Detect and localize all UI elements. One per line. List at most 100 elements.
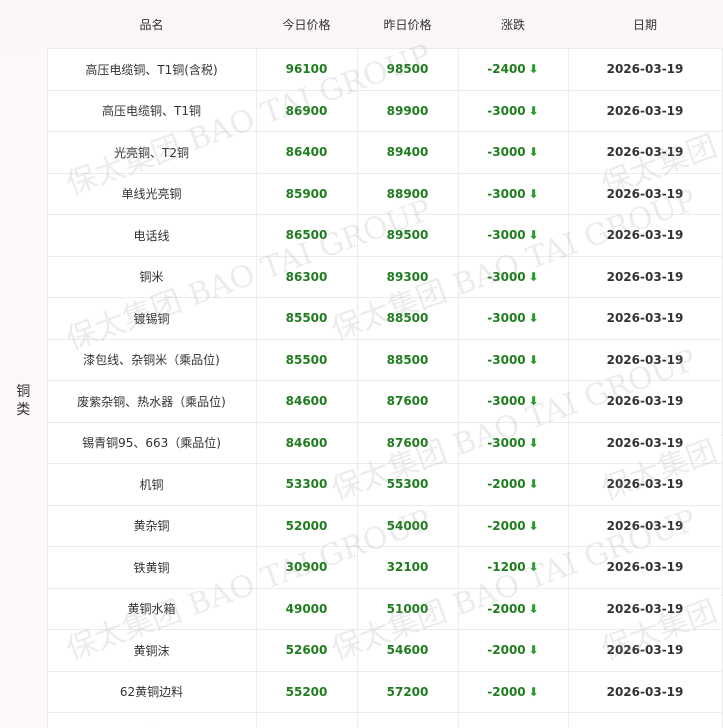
header-yesterday: 昨日价格 <box>357 0 458 49</box>
product-name: 光亮铜、T2铜 <box>46 131 257 174</box>
price-change: -2000 ⬇ <box>457 587 569 630</box>
price-change: -1200 ⬇ <box>457 546 569 589</box>
today-price: 86900 <box>255 89 358 132</box>
change-value: -2000 <box>487 601 526 616</box>
arrow-down-icon: ⬇ <box>528 684 539 699</box>
today-price: 85500 <box>255 338 358 381</box>
arrow-down-icon: ⬇ <box>528 186 539 201</box>
today-price: 52600 <box>255 629 358 672</box>
price-date: 2026-03-19 <box>567 504 723 547</box>
today-price: 90100 <box>255 712 358 728</box>
yesterday-price: 54000 <box>356 504 459 547</box>
table-row: 62黄铜边料 55200 57200 -2000 ⬇ 2026-03-19 <box>0 670 723 713</box>
change-value: -2000 <box>487 518 526 533</box>
change-value: -1200 <box>487 560 526 575</box>
yesterday-price: 32100 <box>356 546 459 589</box>
product-name: 漆包线、杂铜米（乘品位) <box>46 338 257 381</box>
header-change: 涨跌 <box>458 0 568 49</box>
change-value: -3000 <box>487 726 525 728</box>
price-date: 2026-03-19 <box>567 172 723 215</box>
price-date: 2026-03-19 <box>567 629 723 672</box>
arrow-down-icon: ⬇ <box>528 394 539 409</box>
table-row: 黄铜水箱 49000 51000 -2000 ⬇ 2026-03-19 <box>0 587 723 630</box>
today-price: 85500 <box>255 297 358 340</box>
header-date: 日期 <box>568 0 722 49</box>
table-row: 电话线 86500 89500 -3000 ⬇ 2026-03-19 <box>0 214 723 257</box>
arrow-down-icon: ⬇ <box>528 228 539 243</box>
price-date: 2026-03-19 <box>567 421 723 464</box>
price-date: 2026-03-19 <box>567 89 723 132</box>
change-value: -3000 <box>487 311 526 326</box>
table-row: 黄铜沫 52600 54600 -2000 ⬇ 2026-03-19 <box>0 629 723 672</box>
product-name: 废紫杂铜、热水器（乘品位) <box>46 380 257 423</box>
product-name: 电话线 <box>46 214 257 257</box>
arrow-down-icon: ⬇ <box>528 103 539 118</box>
change-value: -2000 <box>487 477 526 492</box>
today-price: 30900 <box>255 546 358 589</box>
price-date: 2026-03-19 <box>567 670 723 713</box>
yesterday-price: 89300 <box>356 255 459 298</box>
header-name: 品名 <box>47 0 256 49</box>
yesterday-price: 98500 <box>356 48 459 91</box>
price-date: 2026-03-19 <box>567 48 723 91</box>
price-date: 2026-03-19 <box>567 546 723 589</box>
price-date: 2026-03-19 <box>567 338 723 381</box>
yesterday-price: 88500 <box>356 297 459 340</box>
price-change: -2400 ⬇ <box>457 48 569 91</box>
price-date: 2026-03-19 <box>567 131 723 174</box>
arrow-down-icon: ⬇ <box>528 518 539 533</box>
arrow-down-icon: ⬇ <box>528 560 539 575</box>
price-change: -2000 ⬇ <box>457 463 569 506</box>
table-row: 光亮铜、T2铜 86400 89400 -3000 ⬇ 2026-03-19 <box>0 131 723 174</box>
product-name: 黄铜沫 <box>46 629 257 672</box>
arrow-down-icon: ⬇ <box>528 643 539 658</box>
product-name: 62黄铜边料 <box>46 670 257 713</box>
price-change: -3000⬇ <box>457 131 569 174</box>
price-date: 2026-03-19 <box>567 255 723 298</box>
change-value: -3000 <box>487 394 526 409</box>
yesterday-price: 89500 <box>356 214 459 257</box>
product-name: 镀锡铜 <box>46 297 257 340</box>
today-price: 53300 <box>255 463 358 506</box>
today-price: 86300 <box>255 255 358 298</box>
change-value: -2000 <box>487 643 526 658</box>
price-change: -3000⬇ <box>457 712 569 728</box>
product-name: 高压电缆铜、T1铜(含税) <box>46 48 257 91</box>
product-name: 锡青铜95、663（乘品位) <box>46 421 257 464</box>
table-row: 铜米 86300 89300 -3000 ⬇ 2026-03-19 <box>0 255 723 298</box>
table-row: 铜类 高压电缆铜、T1铜(含税) 96100 98500 -2400 ⬇ 2026-… <box>0 48 723 728</box>
price-date: 2026-03-19 <box>567 297 723 340</box>
change-value: -3000 <box>487 145 526 160</box>
price-date: 2026-03-19 <box>567 712 723 728</box>
price-change: -3000⬇ <box>457 172 569 215</box>
arrow-down-icon: ⬇ <box>528 477 539 492</box>
yesterday-price: 93100 <box>356 712 459 728</box>
table-row: 镀锡铜 85500 88500 -3000 ⬇ 2026-03-19 <box>0 297 723 340</box>
arrow-down-icon: ⬇ <box>528 601 539 616</box>
today-price: 96100 <box>255 48 358 91</box>
change-value: -3000 <box>487 435 526 450</box>
product-name: 黄杂铜 <box>46 504 257 547</box>
yesterday-price: 87600 <box>356 380 459 423</box>
price-date: 2026-03-19 <box>567 463 723 506</box>
product-name: 铜米 <box>46 255 257 298</box>
product-name: 机铜 <box>46 463 257 506</box>
table-row: 废紫杂铜、热水器（乘品位) 84600 87600 -3000 ⬇ 2026-03… <box>0 380 723 423</box>
price-change: -3000⬇ <box>457 380 569 423</box>
price-change: -3000⬇ <box>457 421 569 464</box>
header-today: 今日价格 <box>256 0 357 49</box>
category-cell: 铜类 <box>0 48 48 728</box>
category-label: 铜类 <box>16 384 31 419</box>
yesterday-price: 89900 <box>356 89 459 132</box>
price-date: 2026-03-19 <box>567 380 723 423</box>
today-price: 86500 <box>255 214 358 257</box>
price-change: -3000⬇ <box>457 338 569 381</box>
price-change: -3000⬇ <box>457 297 569 340</box>
today-price: 84600 <box>255 421 358 464</box>
change-value: -3000 <box>487 269 526 284</box>
product-name: 黄铜水箱 <box>46 587 257 630</box>
yesterday-price: 88500 <box>356 338 459 381</box>
table-row: 机铜 53300 55300 -2000 ⬇ 2026-03-19 <box>0 463 723 506</box>
today-price: 84600 <box>255 380 358 423</box>
